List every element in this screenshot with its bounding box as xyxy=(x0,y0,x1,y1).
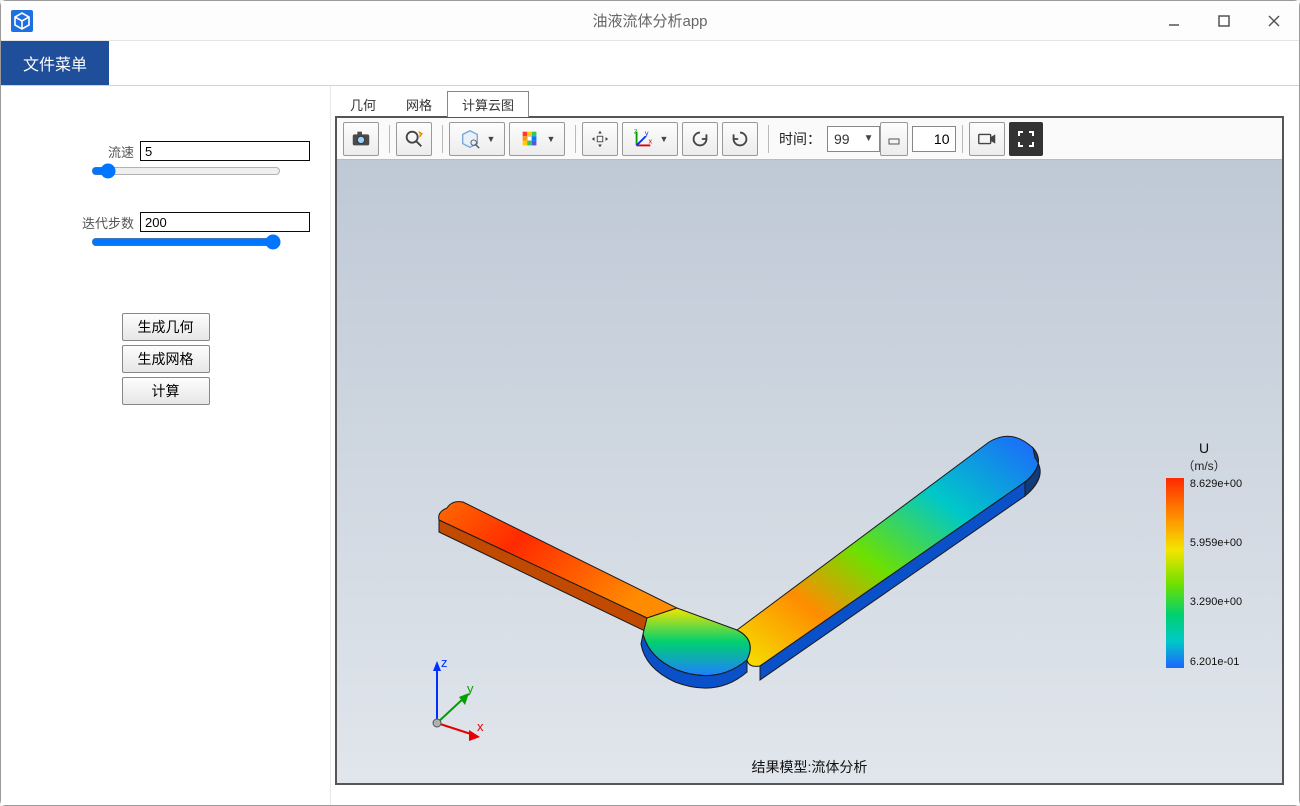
canvas-caption: 结果模型:流体分析 xyxy=(337,757,1282,777)
rotate-ccw-icon[interactable] xyxy=(682,122,718,156)
legend-tick: 8.629e+00 xyxy=(1190,478,1242,490)
select-mode-dropdown[interactable]: ▼ xyxy=(449,122,505,156)
time-select[interactable]: 99 ▼ xyxy=(827,126,880,152)
legend-color-bar xyxy=(1166,478,1184,668)
svg-text:z: z xyxy=(633,128,637,136)
axis-y-label: y xyxy=(467,681,474,696)
app-window: 油液流体分析app 文件菜单 流速 xyxy=(0,0,1300,806)
file-menu[interactable]: 文件菜单 xyxy=(1,41,109,85)
zoom-fit-icon[interactable] xyxy=(396,122,432,156)
fullscreen-icon[interactable] xyxy=(1009,122,1043,156)
main-area: 流速 迭代步数 生成几何 生成网格 计算 几何 网格 xyxy=(1,85,1299,805)
iterations-slider[interactable] xyxy=(91,234,281,250)
velocity-label: 流速 xyxy=(74,142,134,161)
svg-text:x: x xyxy=(648,136,652,145)
app-icon xyxy=(9,8,35,34)
parameters-panel: 流速 迭代步数 生成几何 生成网格 计算 xyxy=(1,86,331,805)
velocity-row: 流速 xyxy=(21,141,310,161)
time-value: 99 xyxy=(834,131,850,147)
action-buttons: 生成几何 生成网格 计算 xyxy=(21,313,310,405)
generate-mesh-button[interactable]: 生成网格 xyxy=(122,345,210,373)
viz-toolbar: ▼ ▼ xyxy=(337,118,1282,160)
axes-dropdown[interactable]: z x y ▼ xyxy=(622,122,678,156)
tab-contour[interactable]: 计算云图 xyxy=(447,91,529,117)
velocity-slider[interactable] xyxy=(91,163,281,179)
iterations-label: 迭代步数 xyxy=(74,213,134,232)
compute-button[interactable]: 计算 xyxy=(122,377,210,405)
legend-quantity: U xyxy=(1199,440,1209,456)
pan-icon[interactable] xyxy=(582,122,618,156)
color-map-dropdown[interactable]: ▼ xyxy=(509,122,565,156)
maximize-button[interactable] xyxy=(1199,1,1249,40)
minimize-button[interactable] xyxy=(1149,1,1199,40)
tab-mesh[interactable]: 网格 xyxy=(391,91,447,117)
titlebar: 油液流体分析app xyxy=(1,1,1299,41)
axis-z-label: z xyxy=(441,655,448,670)
close-button[interactable] xyxy=(1249,1,1299,40)
camera-icon[interactable] xyxy=(343,122,379,156)
legend-tick: 6.201e-01 xyxy=(1190,656,1242,668)
legend-unit: （m/s） xyxy=(1182,459,1225,473)
record-icon[interactable] xyxy=(969,122,1005,156)
visualization-panel: 几何 网格 计算云图 ▼ xyxy=(331,86,1299,805)
axis-triad-icon: z y x xyxy=(417,653,497,743)
color-legend: U （m/s） 8.629e+00 5.959e+00 3.290e+00 6.… xyxy=(1154,440,1254,668)
legend-tick: 3.290e+00 xyxy=(1190,596,1242,608)
rotate-cw-icon[interactable] xyxy=(722,122,758,156)
result-tabs: 几何 网格 计算云图 xyxy=(335,90,1284,116)
viz-frame: ▼ ▼ xyxy=(335,116,1284,785)
frame-input[interactable] xyxy=(912,126,956,152)
time-label: 时间： xyxy=(779,129,821,149)
svg-text:y: y xyxy=(644,128,648,137)
tab-geometry[interactable]: 几何 xyxy=(335,91,391,117)
menubar: 文件菜单 xyxy=(1,41,1299,85)
legend-ticks: 8.629e+00 5.959e+00 3.290e+00 6.201e-01 xyxy=(1190,478,1242,668)
step-back-icon[interactable] xyxy=(880,122,908,156)
iterations-row: 迭代步数 xyxy=(21,212,310,232)
contour-model xyxy=(377,220,1077,720)
window-title: 油液流体分析app xyxy=(1,10,1299,31)
legend-tick: 5.959e+00 xyxy=(1190,537,1242,549)
window-controls xyxy=(1149,1,1299,40)
generate-geometry-button[interactable]: 生成几何 xyxy=(122,313,210,341)
render-canvas[interactable]: z y x U （m/s） xyxy=(337,160,1282,783)
iterations-input[interactable] xyxy=(140,212,310,232)
velocity-input[interactable] xyxy=(140,141,310,161)
axis-x-label: x xyxy=(477,719,484,734)
